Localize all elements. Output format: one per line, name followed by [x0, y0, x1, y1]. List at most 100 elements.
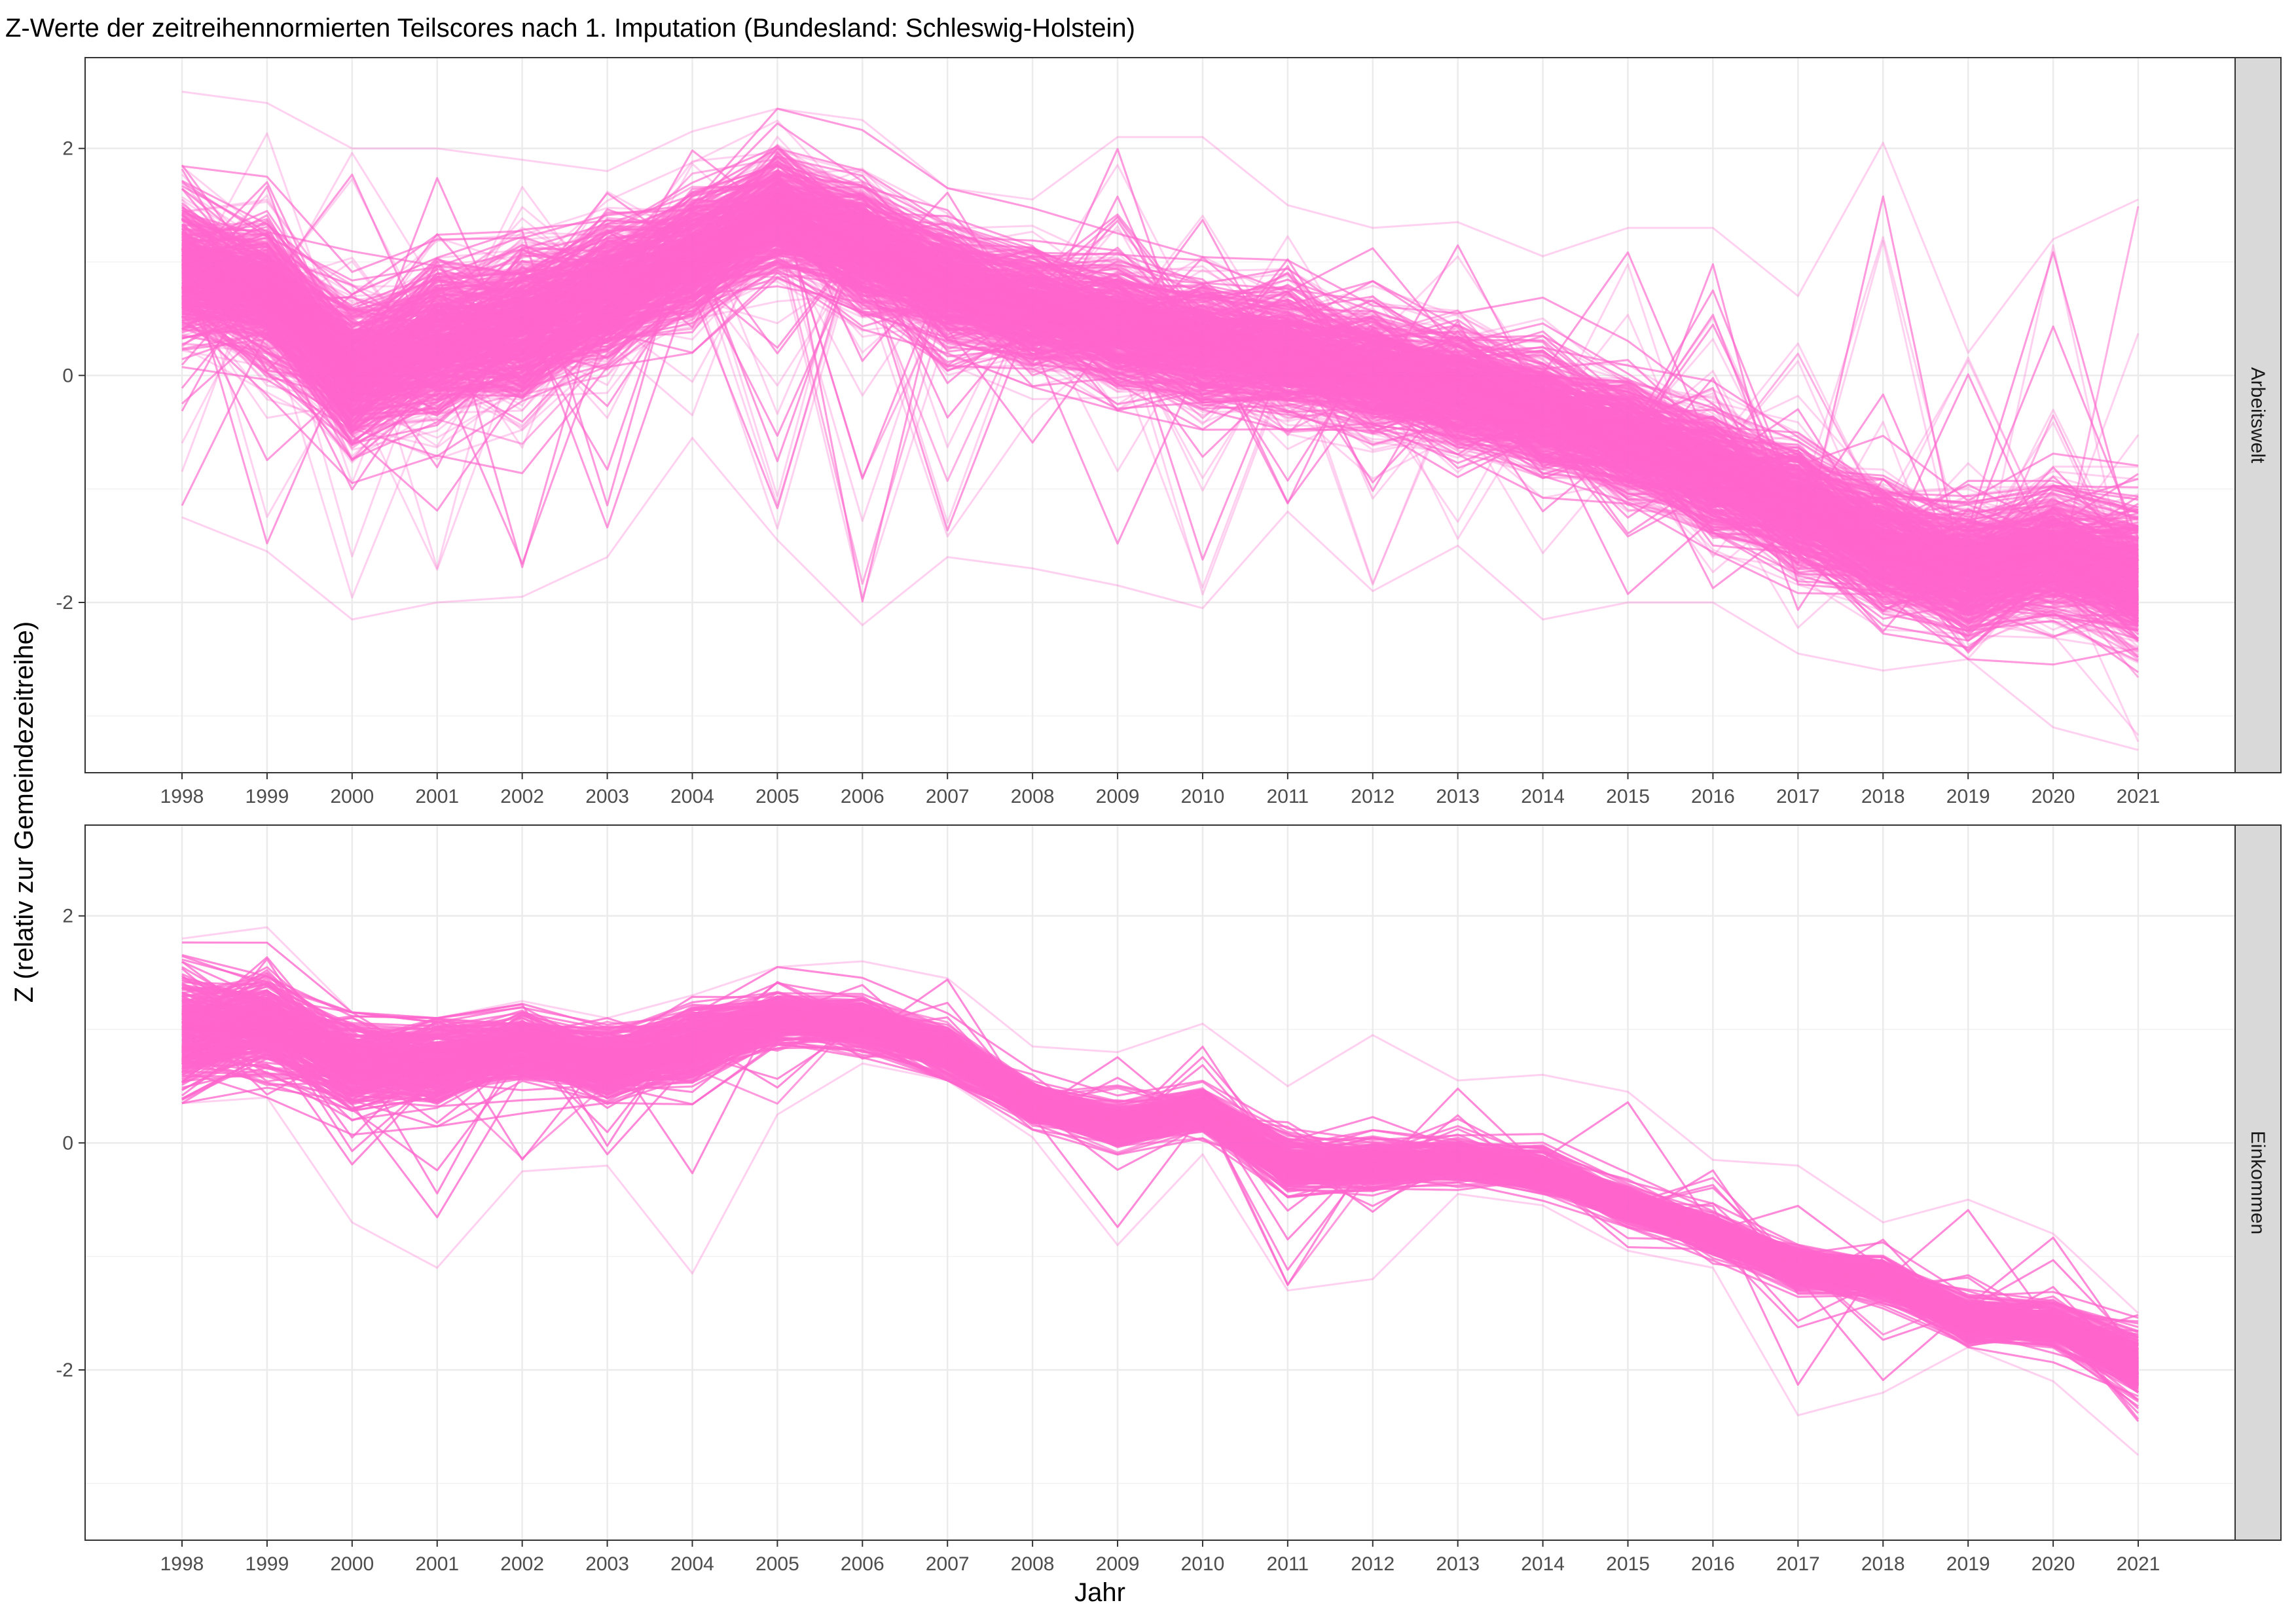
series-line: [181, 238, 2139, 554]
series-line: [181, 222, 2139, 595]
series-line: [181, 231, 2139, 609]
series-line: [181, 246, 2140, 658]
series-line: [181, 203, 2139, 589]
series-line: [181, 191, 2139, 585]
series-line: [181, 241, 2139, 661]
series-line: [181, 191, 2139, 576]
series-line: [181, 186, 2140, 601]
series-line: [181, 175, 2139, 589]
series-line: [181, 208, 2139, 561]
series-line: [181, 206, 2139, 576]
series-line: [181, 227, 2139, 589]
series-line: [181, 174, 2139, 583]
series-line: [181, 157, 2139, 512]
series-line: [181, 217, 2139, 588]
series-line: [181, 218, 2140, 597]
series-line: [181, 179, 2139, 566]
series-line: [181, 187, 2139, 591]
series-line: [181, 215, 2139, 602]
series-line: [181, 219, 2139, 661]
series-line: [181, 203, 2139, 592]
x-tick-label: 2000: [330, 1553, 374, 1575]
series-line: [181, 220, 2139, 599]
series-line: [181, 203, 2139, 571]
series-line: [181, 195, 2139, 640]
series-line: [181, 231, 2139, 593]
series-line: [181, 233, 2139, 612]
x-tick-label: 2018: [1861, 786, 1905, 807]
series-line: [181, 231, 2139, 616]
series-line: [181, 232, 2139, 585]
series-line: [181, 280, 2139, 649]
series-line: [181, 243, 2140, 642]
series-line: [181, 272, 2139, 658]
series-line: [181, 204, 2139, 570]
series-line: [181, 218, 2139, 563]
series-line: [181, 191, 2139, 585]
series-line: [181, 223, 2139, 619]
series-line: [181, 215, 2139, 576]
series-line: [181, 219, 2139, 595]
series-line: [181, 249, 2139, 616]
series-line: [181, 228, 2139, 651]
series-line: [181, 246, 2139, 595]
series-line: [181, 181, 2139, 570]
series-line: [181, 236, 2139, 590]
series-line: [181, 191, 2139, 557]
series-line: [181, 215, 2139, 591]
series-line: [181, 249, 2139, 616]
series-line: [181, 202, 2139, 591]
series-line: [181, 151, 2139, 553]
series-line: [181, 227, 2139, 627]
series-line: [181, 180, 2139, 539]
series-line: [181, 176, 2139, 587]
series-line: [181, 165, 2139, 536]
series-line: [181, 206, 2139, 617]
series-line: [181, 182, 2139, 580]
series-line: [181, 229, 2139, 566]
series-line: [181, 254, 2139, 621]
series-line: [181, 212, 2139, 578]
series-line: [181, 228, 2139, 579]
series-line: [181, 196, 2139, 583]
series-line: [181, 200, 2139, 633]
series-line: [181, 239, 2139, 631]
series-line: [181, 214, 2139, 602]
x-tick-label: 2001: [415, 786, 459, 807]
series-line: [181, 242, 2139, 563]
series-line: [181, 234, 2139, 622]
series-line: [181, 202, 2139, 610]
series-line: [181, 177, 2139, 555]
series-line: [181, 240, 2139, 582]
series-line: [181, 202, 2139, 574]
series-line: [181, 227, 2139, 612]
series-line: [181, 198, 2139, 575]
series-line: [181, 238, 2139, 615]
y-tick-label: 0: [62, 365, 73, 386]
series-line: [181, 227, 2140, 743]
series-line: [181, 220, 2139, 605]
series-line: [181, 195, 2139, 640]
series-line: [181, 231, 2139, 615]
series-line: [181, 232, 2139, 616]
series-line: [181, 194, 2139, 551]
x-axis-ticks: 1998 1999 2000 2001 2002 2003 2004 2005 2006 2007…: [160, 773, 2160, 807]
series-line: [181, 147, 2139, 547]
series-line: [181, 251, 2139, 598]
series-line: [181, 122, 2139, 514]
x-tick-label: 2003: [585, 1553, 629, 1575]
series-line: [181, 248, 2139, 612]
panel-background: [85, 58, 2235, 773]
series-line: [181, 217, 2139, 597]
series-lines: [181, 90, 2140, 751]
series-line: [181, 160, 2139, 566]
series-line: [181, 208, 2139, 598]
series-line: [181, 179, 2139, 585]
series-line: [181, 246, 2139, 624]
series-line: [181, 211, 2139, 580]
series-line: [181, 207, 2139, 606]
series-line: [181, 206, 2139, 597]
series-line: [181, 236, 2139, 602]
series-line: [181, 225, 2139, 610]
series-line: [181, 238, 2139, 594]
